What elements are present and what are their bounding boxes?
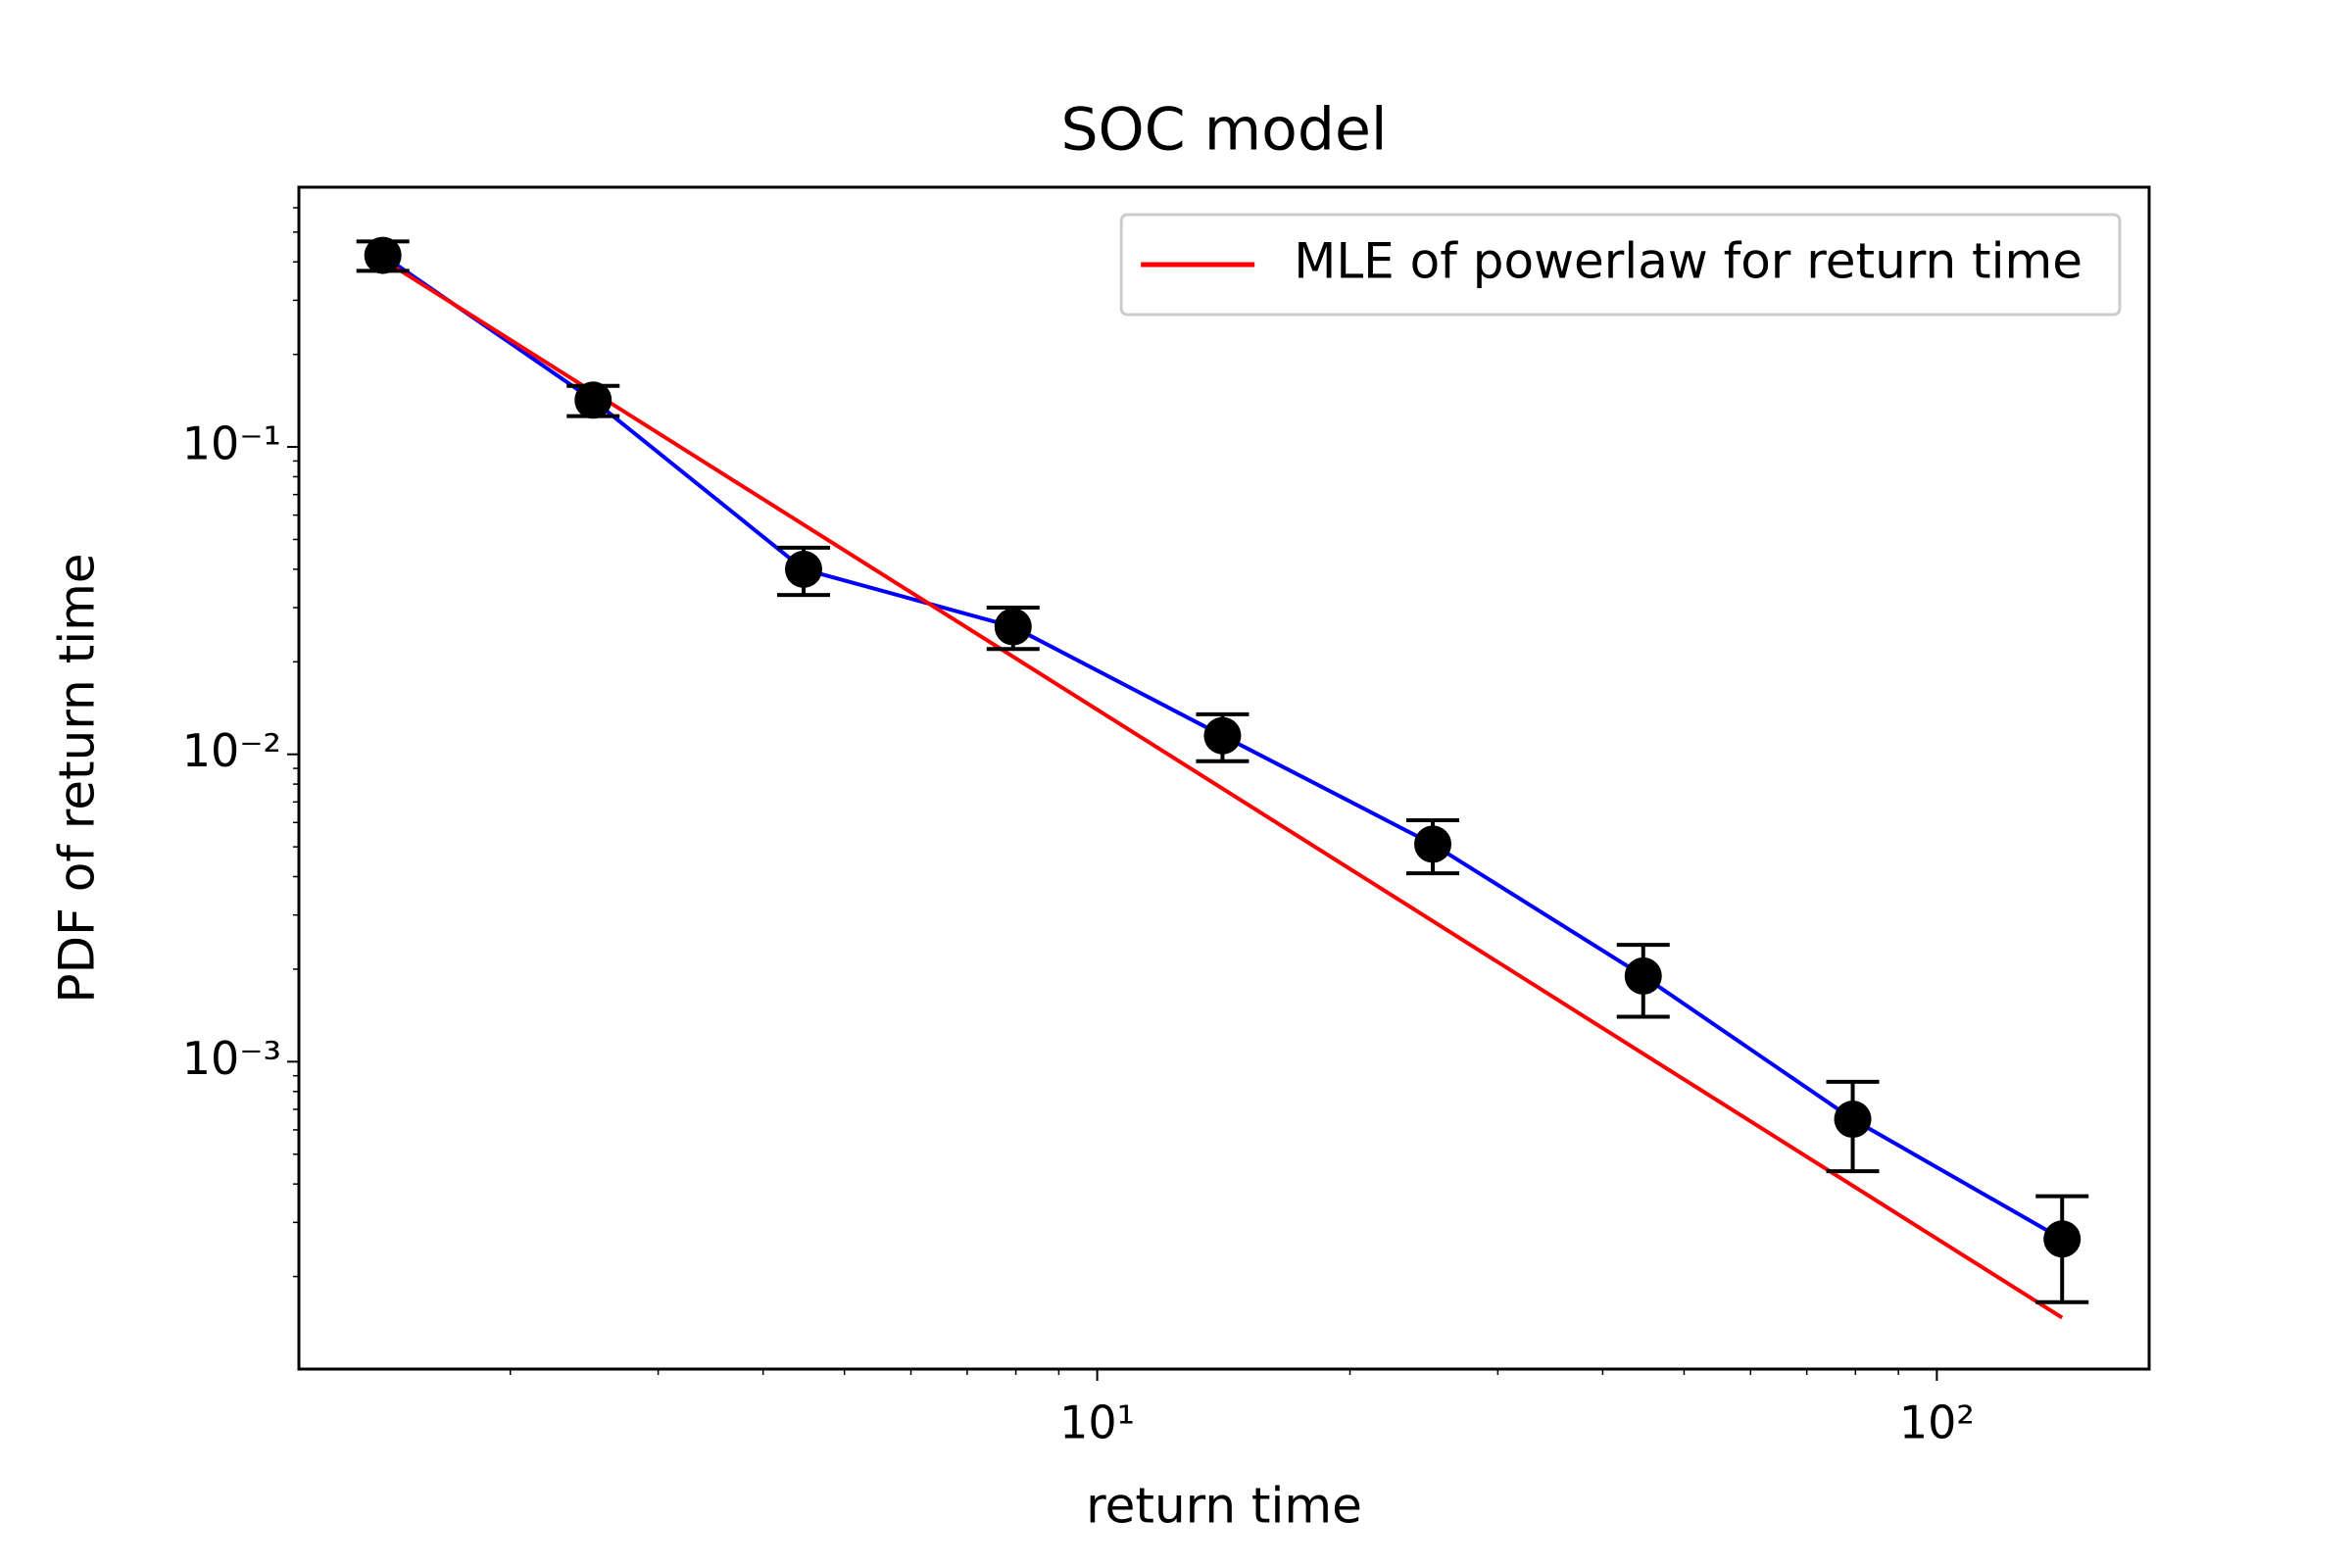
x-axis-label: return time	[1086, 1478, 1362, 1535]
y-tick-label: 10⁻³	[182, 1032, 281, 1085]
legend: MLE of powerlaw for return time	[1119, 213, 2122, 317]
y-tick-label: 10⁻²	[182, 724, 281, 777]
plot-frame	[297, 185, 2151, 1371]
x-tick-label: 10¹	[1059, 1396, 1135, 1449]
marker	[574, 381, 612, 419]
marker	[784, 550, 822, 588]
legend-label: MLE of powerlaw for return time	[1294, 233, 2082, 290]
marker	[994, 608, 1032, 646]
marker	[1624, 956, 1662, 995]
chart-title: SOC model	[1060, 96, 1387, 165]
marker	[1203, 716, 1242, 755]
marker	[364, 236, 402, 274]
y-tick-label: 10⁻¹	[182, 417, 281, 470]
series-line	[381, 258, 2064, 1320]
marker	[2043, 1220, 2082, 1258]
marker	[1834, 1101, 1872, 1139]
x-tick-label: 10²	[1899, 1396, 1975, 1449]
legend-box	[1119, 213, 2122, 317]
y-axis-label: PDF of return time	[49, 553, 106, 1003]
marker	[1414, 825, 1452, 863]
